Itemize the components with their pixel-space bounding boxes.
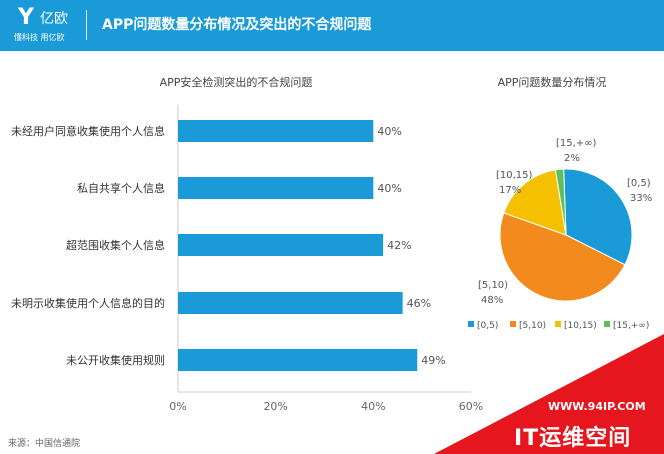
logo-name: 亿欧: [40, 11, 68, 27]
bar-value-label: 40%: [377, 125, 401, 138]
bar-value-label: 40%: [377, 182, 401, 195]
legend-label: [5,10): [519, 321, 546, 331]
bar: [178, 120, 374, 142]
pie-value-label: 33%: [630, 193, 652, 204]
watermark-brand: IT运维空间: [514, 426, 632, 451]
x-tick-label: 40%: [361, 400, 385, 413]
pie-slice-label: [0,5): [627, 178, 651, 189]
bar-chart: APP安全检测突出的不合规问题 未经用户同意收集使用个人信息 40% 私自共享个人信…: [11, 75, 483, 413]
legend-label: [10,15): [564, 321, 597, 331]
pie-value-label: 2%: [564, 153, 580, 164]
pie-chart: APP问题数量分布情况 [0,5) 33% [5,10) 48% [10,15) 17% […: [468, 76, 652, 331]
legend-swatch: [510, 321, 516, 327]
legend-swatch: [468, 321, 474, 327]
legend-swatch: [604, 321, 610, 327]
x-tick-label: 20%: [263, 400, 287, 413]
pie-slice: [563, 168, 633, 266]
category-label: 私自共享个人信息: [77, 181, 165, 195]
watermark-url: WWW.94IP.COM: [548, 400, 646, 413]
bar: [178, 292, 403, 314]
bar-value-label: 42%: [387, 239, 411, 252]
pie-slice: [554, 168, 567, 236]
pie-slice: [503, 169, 567, 236]
category-label: 未明示收集使用个人信息的目的: [11, 296, 165, 310]
logo-tagline: 懂科技 用亿欧: [14, 33, 65, 42]
bar-value-label: 46%: [407, 297, 431, 310]
legend-label: [15,+∞): [613, 321, 649, 331]
legend-swatch: [555, 321, 561, 327]
bar: [178, 234, 384, 256]
watermark-triangle: [434, 334, 664, 454]
bar-chart-title: APP安全检测突出的不合规问题: [160, 75, 313, 89]
pie-chart-title: APP问题数量分布情况: [498, 76, 607, 89]
category-label: 未公开收集使用规则: [66, 353, 165, 367]
pie-slice-label: [5,10): [478, 280, 508, 291]
category-label: 超范围收集个人信息: [66, 238, 165, 252]
category-label: 未经用户同意收集使用个人信息: [11, 124, 165, 138]
logo-mark: Y: [18, 5, 34, 30]
pie-value-label: 17%: [499, 185, 521, 196]
source-note: 来源：中国信通院: [8, 439, 81, 449]
legend-label: [0,5): [477, 321, 498, 331]
bar-value-label: 49%: [421, 354, 445, 367]
pie-slice-label: [15,+∞): [556, 138, 597, 149]
pie-slice-label: [10,15): [496, 170, 533, 181]
header-bar: Y 亿欧 懂科技 用亿欧 APP问题数量分布情况及突出的不合规问题: [0, 0, 664, 51]
pie-value-label: 48%: [481, 295, 503, 306]
x-tick-label: 60%: [459, 400, 483, 413]
bar: [178, 177, 374, 199]
header-divider: [86, 10, 87, 40]
page-title: APP问题数量分布情况及突出的不合规问题: [102, 17, 372, 33]
x-tick-label: 0%: [169, 400, 186, 413]
pie-slice: [499, 212, 626, 302]
yiou-logo: Y 亿欧 懂科技 用亿欧: [14, 6, 74, 46]
bar: [178, 349, 418, 371]
